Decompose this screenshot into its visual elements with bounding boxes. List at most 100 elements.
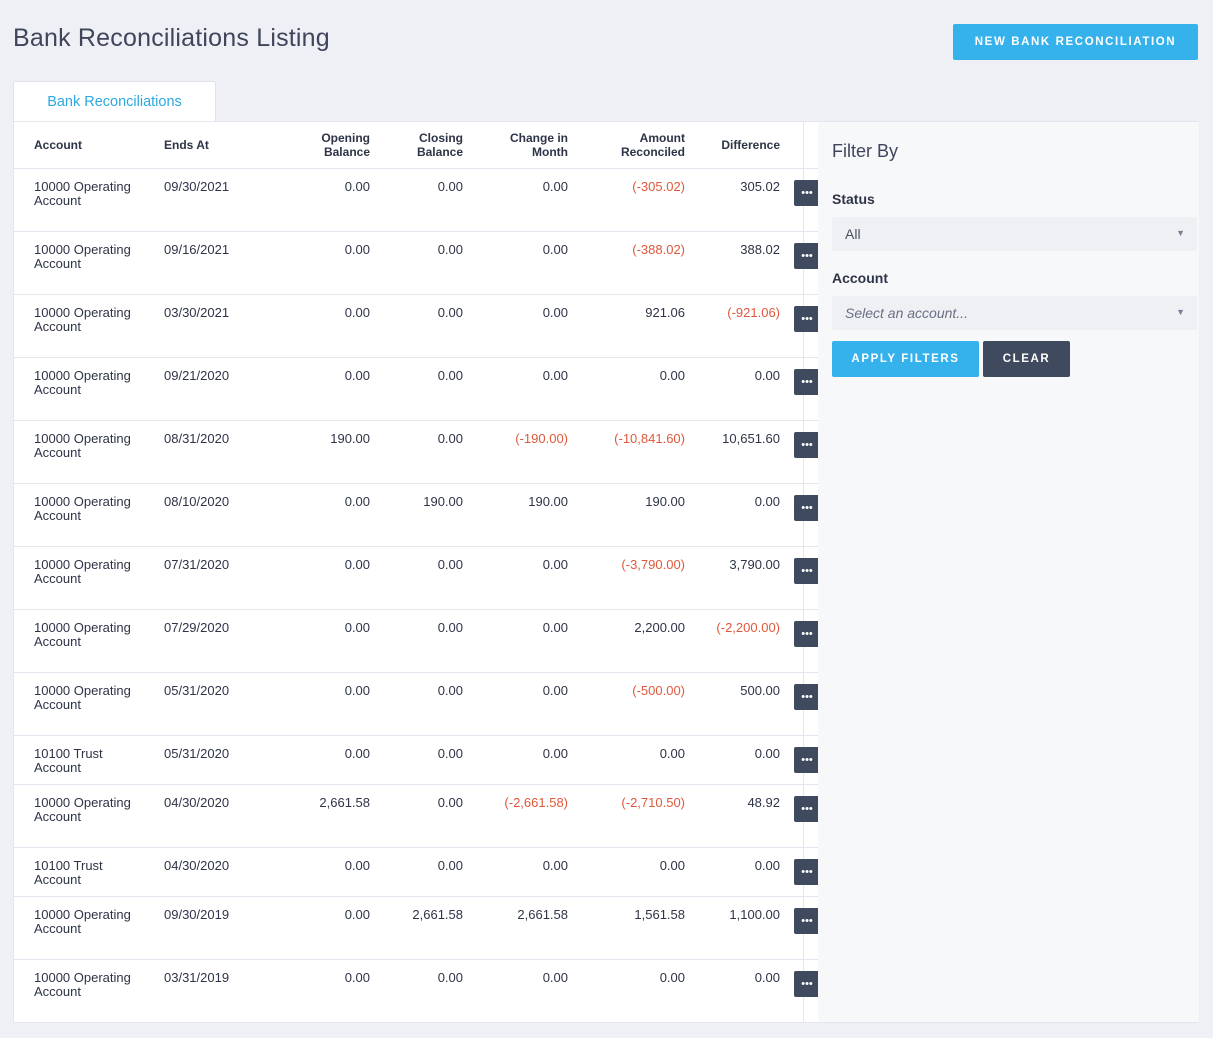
table-row: 10000 Operating Account 09/21/2020 0.00 0.0… xyxy=(14,357,823,421)
cell-ends-at: 09/21/2020 xyxy=(156,357,286,421)
table-body: 10000 Operating Account 09/30/2021 0.00 0.0… xyxy=(14,168,823,1023)
cell-account: 10000 Operating Account xyxy=(14,784,156,848)
cell-ends-at: 08/10/2020 xyxy=(156,483,286,547)
cell-ends-at: 09/30/2021 xyxy=(156,168,286,232)
cell-opening-balance: 0.00 xyxy=(286,294,374,358)
cell-amount-reconciled: (-2,710.50) xyxy=(572,784,689,848)
cell-actions: ••• xyxy=(784,168,823,232)
cell-amount-reconciled: 0.00 xyxy=(572,357,689,421)
cell-account: 10000 Operating Account xyxy=(14,420,156,484)
table-row: 10000 Operating Account 09/16/2021 0.00 0.0… xyxy=(14,231,823,295)
cell-closing-balance: 2,661.58 xyxy=(374,896,467,960)
row-actions-ellipsis-icon[interactable]: ••• xyxy=(794,971,820,997)
row-actions-ellipsis-icon[interactable]: ••• xyxy=(794,859,820,885)
column-header-closing-balance[interactable]: Closing Balance xyxy=(374,122,467,169)
cell-amount-reconciled: 1,561.58 xyxy=(572,896,689,960)
cell-actions: ••• xyxy=(784,609,823,673)
reconciliations-table-container: Account Ends At Opening Balance Closing Ba… xyxy=(14,122,823,1023)
row-actions-ellipsis-icon[interactable]: ••• xyxy=(794,243,820,269)
filter-panel: Filter By Status All ▼ Account Select an… xyxy=(818,122,1199,1022)
cell-change-in-month: 0.00 xyxy=(467,357,572,421)
cell-amount-reconciled: 0.00 xyxy=(572,847,689,897)
cell-difference: (-2,200.00) xyxy=(689,609,784,673)
cell-ends-at: 07/29/2020 xyxy=(156,609,286,673)
cell-closing-balance: 0.00 xyxy=(374,784,467,848)
cell-opening-balance: 0.00 xyxy=(286,231,374,295)
cell-amount-reconciled: (-10,841.60) xyxy=(572,420,689,484)
column-header-difference[interactable]: Difference xyxy=(689,122,784,169)
cell-ends-at: 09/30/2019 xyxy=(156,896,286,960)
cell-amount-reconciled: (-305.02) xyxy=(572,168,689,232)
cell-difference: (-921.06) xyxy=(689,294,784,358)
table-row: 10000 Operating Account 03/30/2021 0.00 0.0… xyxy=(14,294,823,358)
cell-opening-balance: 0.00 xyxy=(286,735,374,785)
table-row: 10000 Operating Account 08/31/2020 190.00 0… xyxy=(14,420,823,484)
cell-amount-reconciled: 190.00 xyxy=(572,483,689,547)
status-select-value: All xyxy=(845,226,861,242)
cell-actions: ••• xyxy=(784,672,823,736)
column-header-amount-reconciled[interactable]: Amount Reconciled xyxy=(572,122,689,169)
tab-bank-reconciliations[interactable]: Bank Reconciliations xyxy=(13,81,216,121)
cell-opening-balance: 0.00 xyxy=(286,959,374,1023)
cell-account: 10000 Operating Account xyxy=(14,168,156,232)
apply-filters-button[interactable]: APPLY FILTERS xyxy=(832,341,979,377)
status-label: Status xyxy=(832,191,875,207)
cell-closing-balance: 0.00 xyxy=(374,231,467,295)
clear-button[interactable]: CLEAR xyxy=(983,341,1070,377)
row-actions-ellipsis-icon[interactable]: ••• xyxy=(794,495,820,521)
column-header-opening-balance[interactable]: Opening Balance xyxy=(286,122,374,169)
cell-actions: ••• xyxy=(784,546,823,610)
header-line: Balance xyxy=(416,145,463,159)
cell-account: 10100 Trust Account xyxy=(14,847,156,897)
cell-closing-balance: 0.00 xyxy=(374,735,467,785)
row-actions-ellipsis-icon[interactable]: ••• xyxy=(794,684,820,710)
column-header-ends-at[interactable]: Ends At xyxy=(156,122,286,169)
cell-amount-reconciled: 0.00 xyxy=(572,735,689,785)
cell-change-in-month: 0.00 xyxy=(467,609,572,673)
column-header-account[interactable]: Account xyxy=(14,122,156,169)
row-actions-ellipsis-icon[interactable]: ••• xyxy=(794,796,820,822)
cell-opening-balance: 0.00 xyxy=(286,483,374,547)
status-select[interactable]: All ▼ xyxy=(832,217,1197,251)
cell-closing-balance: 0.00 xyxy=(374,546,467,610)
cell-change-in-month: (-2,661.58) xyxy=(467,784,572,848)
cell-difference: 0.00 xyxy=(689,357,784,421)
header-line: Month xyxy=(532,145,568,159)
table-row: 10000 Operating Account 07/29/2020 0.00 0.0… xyxy=(14,609,823,673)
chevron-down-icon: ▼ xyxy=(1176,228,1185,238)
table-row: 10100 Trust Account 04/30/2020 0.00 0.00 0.0… xyxy=(14,847,823,897)
cell-difference: 10,651.60 xyxy=(689,420,784,484)
row-actions-ellipsis-icon[interactable]: ••• xyxy=(794,180,820,206)
new-bank-reconciliation-button[interactable]: NEW BANK RECONCILIATION xyxy=(953,24,1198,60)
header-line: Change in xyxy=(509,131,568,145)
cell-account: 10000 Operating Account xyxy=(14,672,156,736)
column-header-change-in-month[interactable]: Change in Month xyxy=(467,122,572,169)
cell-account: 10000 Operating Account xyxy=(14,294,156,358)
row-actions-ellipsis-icon[interactable]: ••• xyxy=(794,369,820,395)
cell-amount-reconciled: 0.00 xyxy=(572,959,689,1023)
cell-difference: 1,100.00 xyxy=(689,896,784,960)
table-row: 10000 Operating Account 04/30/2020 2,661.5… xyxy=(14,784,823,848)
row-actions-ellipsis-icon[interactable]: ••• xyxy=(794,908,820,934)
cell-closing-balance: 0.00 xyxy=(374,609,467,673)
cell-actions: ••• xyxy=(784,784,823,848)
cell-change-in-month: 0.00 xyxy=(467,672,572,736)
row-actions-ellipsis-icon[interactable]: ••• xyxy=(794,747,820,773)
cell-difference: 48.92 xyxy=(689,784,784,848)
cell-actions: ••• xyxy=(784,357,823,421)
column-header-actions xyxy=(784,122,823,169)
row-actions-ellipsis-icon[interactable]: ••• xyxy=(794,432,820,458)
cell-amount-reconciled: (-3,790.00) xyxy=(572,546,689,610)
row-actions-ellipsis-icon[interactable]: ••• xyxy=(794,621,820,647)
header-line: Closing xyxy=(419,131,463,145)
cell-account: 10000 Operating Account xyxy=(14,609,156,673)
cell-actions: ••• xyxy=(784,231,823,295)
cell-actions: ••• xyxy=(784,420,823,484)
cell-amount-reconciled: 2,200.00 xyxy=(572,609,689,673)
account-select[interactable]: Select an account... ▼ xyxy=(832,296,1197,330)
row-actions-ellipsis-icon[interactable]: ••• xyxy=(794,306,820,332)
cell-change-in-month: (-190.00) xyxy=(467,420,572,484)
row-actions-ellipsis-icon[interactable]: ••• xyxy=(794,558,820,584)
cell-opening-balance: 0.00 xyxy=(286,546,374,610)
cell-change-in-month: 0.00 xyxy=(467,735,572,785)
